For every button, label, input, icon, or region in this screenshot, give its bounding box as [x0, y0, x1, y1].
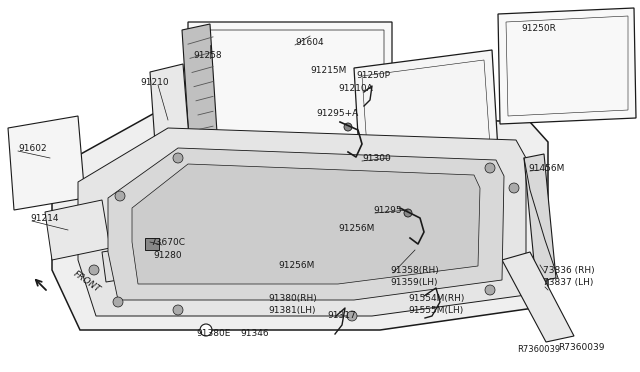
Text: 91317: 91317 — [327, 311, 356, 320]
Text: 91555M(LH): 91555M(LH) — [408, 307, 463, 315]
Text: 91256M: 91256M — [338, 224, 374, 232]
Text: 91258: 91258 — [193, 51, 221, 60]
Polygon shape — [354, 50, 500, 202]
Bar — [145, 238, 159, 250]
Text: R7360039: R7360039 — [517, 346, 560, 355]
Circle shape — [113, 297, 123, 307]
Polygon shape — [78, 128, 526, 316]
Text: 91250R: 91250R — [521, 23, 556, 32]
Text: R7360039: R7360039 — [558, 343, 605, 353]
Polygon shape — [524, 154, 556, 282]
Circle shape — [173, 153, 183, 163]
Polygon shape — [182, 24, 218, 155]
Text: 91602: 91602 — [18, 144, 47, 153]
Text: 91346: 91346 — [240, 328, 269, 337]
Text: 91358(RH): 91358(RH) — [390, 266, 439, 275]
Text: 91604: 91604 — [295, 38, 324, 46]
Text: 91280: 91280 — [153, 251, 182, 260]
Text: 91210: 91210 — [140, 77, 168, 87]
Circle shape — [344, 123, 352, 131]
Circle shape — [509, 183, 519, 193]
Text: 91256M: 91256M — [278, 260, 314, 269]
Polygon shape — [132, 164, 480, 284]
Text: 91381(LH): 91381(LH) — [268, 307, 316, 315]
Text: 91210A: 91210A — [338, 83, 372, 93]
Text: 91380(RH): 91380(RH) — [268, 294, 317, 302]
Text: 91456M: 91456M — [528, 164, 564, 173]
Circle shape — [89, 265, 99, 275]
Circle shape — [115, 191, 125, 201]
Circle shape — [347, 311, 357, 321]
Text: 91554M(RH): 91554M(RH) — [408, 294, 465, 302]
Polygon shape — [502, 252, 574, 342]
Text: 91250P: 91250P — [356, 71, 390, 80]
Text: 73836 (RH): 73836 (RH) — [543, 266, 595, 275]
Text: 91359(LH): 91359(LH) — [390, 279, 438, 288]
Text: 91295+A: 91295+A — [316, 109, 358, 118]
Text: 73837 (LH): 73837 (LH) — [543, 279, 593, 288]
Circle shape — [485, 163, 495, 173]
Polygon shape — [52, 110, 548, 330]
Text: 73670C: 73670C — [150, 237, 185, 247]
Text: 91300: 91300 — [362, 154, 391, 163]
Circle shape — [200, 324, 212, 336]
Circle shape — [485, 285, 495, 295]
Polygon shape — [8, 116, 85, 210]
Polygon shape — [188, 22, 392, 180]
Circle shape — [404, 209, 412, 217]
Text: 91215M: 91215M — [310, 65, 346, 74]
Circle shape — [173, 305, 183, 315]
Text: 91380E: 91380E — [196, 328, 230, 337]
Polygon shape — [108, 148, 504, 300]
Text: FRONT: FRONT — [72, 269, 102, 295]
Text: 91214: 91214 — [30, 214, 58, 222]
Polygon shape — [102, 224, 292, 282]
Text: 91295: 91295 — [373, 205, 402, 215]
Polygon shape — [498, 8, 636, 124]
Polygon shape — [150, 64, 190, 158]
Polygon shape — [45, 200, 110, 260]
